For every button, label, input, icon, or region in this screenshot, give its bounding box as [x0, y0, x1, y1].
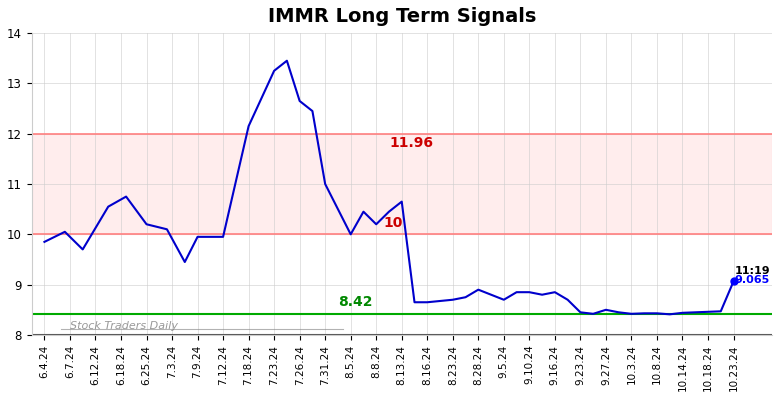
Text: 8.42: 8.42 — [338, 295, 372, 309]
Bar — [31, 134, 771, 234]
Text: Stock Traders Daily: Stock Traders Daily — [70, 322, 178, 332]
Text: 10: 10 — [384, 216, 403, 230]
Text: 11:19: 11:19 — [735, 265, 771, 275]
Title: IMMR Long Term Signals: IMMR Long Term Signals — [267, 7, 536, 26]
Text: 9.065: 9.065 — [735, 275, 770, 285]
Text: 11.96: 11.96 — [389, 136, 433, 150]
